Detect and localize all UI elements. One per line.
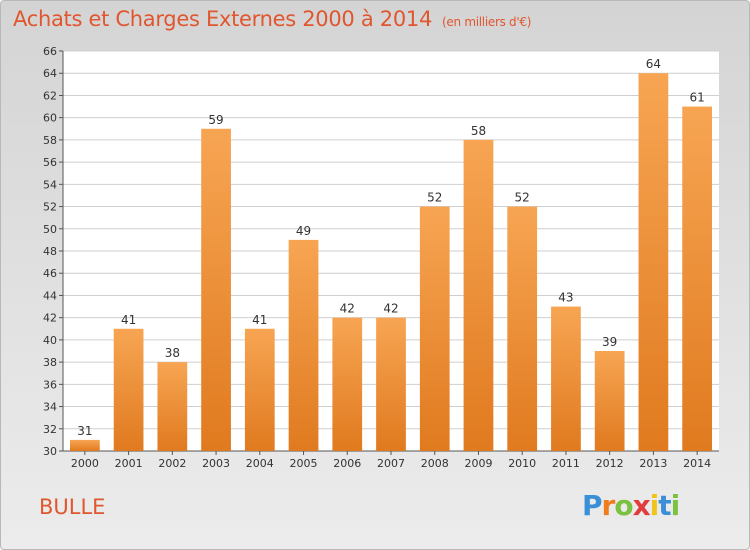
bar-2000 [69,439,100,451]
chart-title-text: Achats et Charges Externes 2000 à 2014 [13,7,433,31]
logo-letter: t [658,489,671,522]
y-tick-label: 46 [43,267,57,280]
x-tick-label-2010: 2010 [508,457,536,470]
y-tick-label: 52 [43,201,57,214]
y-tick-label: 38 [43,356,57,369]
bar-2003 [201,128,231,451]
x-tick-label-2007: 2007 [377,457,405,470]
value-label-2004: 41 [252,313,267,327]
y-tick-label: 58 [43,134,57,147]
y-tick-label: 60 [43,112,57,125]
bar-2007 [376,317,406,451]
x-tick-label-2011: 2011 [552,457,580,470]
bar-2012 [594,351,625,451]
value-label-2010: 52 [515,191,530,205]
x-tick-label-2009: 2009 [464,457,492,470]
x-tick-label-2014: 2014 [683,457,711,470]
y-tick-label: 56 [43,156,57,169]
bar-2011 [551,306,581,451]
value-label-2006: 42 [340,302,355,316]
bar-2014 [682,106,713,452]
x-tick-label-2005: 2005 [290,457,318,470]
y-tick-label: 34 [43,401,57,414]
x-tick-label-2000: 2000 [71,457,99,470]
x-tick-label-2002: 2002 [158,457,186,470]
value-label-2000: 31 [77,424,92,438]
logo-letter: P [582,489,603,522]
place-name: BULLE [39,495,106,519]
y-tick-label: 48 [43,245,57,258]
y-tick-label: 66 [43,45,57,58]
logo-letter: i [670,489,681,522]
value-label-2008: 52 [427,191,442,205]
y-tick-label: 30 [43,445,57,458]
bar-2009 [463,139,494,451]
bar-2008 [419,206,450,451]
bar-2010 [507,206,538,451]
value-label-2005: 49 [296,224,311,238]
value-label-2013: 64 [646,57,661,71]
bar-2002 [157,362,188,451]
value-label-2007: 42 [383,302,398,316]
value-label-2009: 58 [471,124,486,138]
y-tick-label: 32 [43,423,57,436]
proxiti-logo: Proxiti [582,489,681,522]
bar-2004 [244,328,275,451]
bar-2005 [288,239,319,451]
bar-2001 [113,328,144,451]
y-tick-label: 54 [43,178,57,191]
logo-letter: r [601,489,616,522]
logo-letter: i [649,489,660,522]
logo-letter: x [632,489,651,522]
x-tick-label-2008: 2008 [421,457,449,470]
bar-2013 [638,73,669,451]
x-tick-label-2001: 2001 [115,457,143,470]
value-label-2014: 61 [689,91,704,105]
x-tick-label-2006: 2006 [333,457,361,470]
chart-title: Achats et Charges Externes 2000 à 2014 (e… [13,7,531,31]
x-tick-label-2003: 2003 [202,457,230,470]
x-tick-label-2012: 2012 [596,457,624,470]
y-tick-label: 36 [43,378,57,391]
bar-2006 [332,317,363,451]
y-tick-label: 64 [43,67,57,80]
y-tick-label: 42 [43,312,57,325]
value-label-2003: 59 [208,113,223,127]
y-tick-label: 50 [43,223,57,236]
logo-letter: o [614,489,633,522]
chart-subtitle: (en milliers d'€) [442,15,532,29]
value-label-2002: 38 [165,346,180,360]
x-tick-label-2013: 2013 [639,457,667,470]
y-tick-label: 44 [43,289,57,302]
value-label-2012: 39 [602,335,617,349]
value-label-2001: 41 [121,313,136,327]
x-tick-label-2004: 2004 [246,457,274,470]
y-tick-label: 62 [43,89,57,102]
value-label-2011: 43 [558,291,573,305]
y-tick-label: 40 [43,334,57,347]
